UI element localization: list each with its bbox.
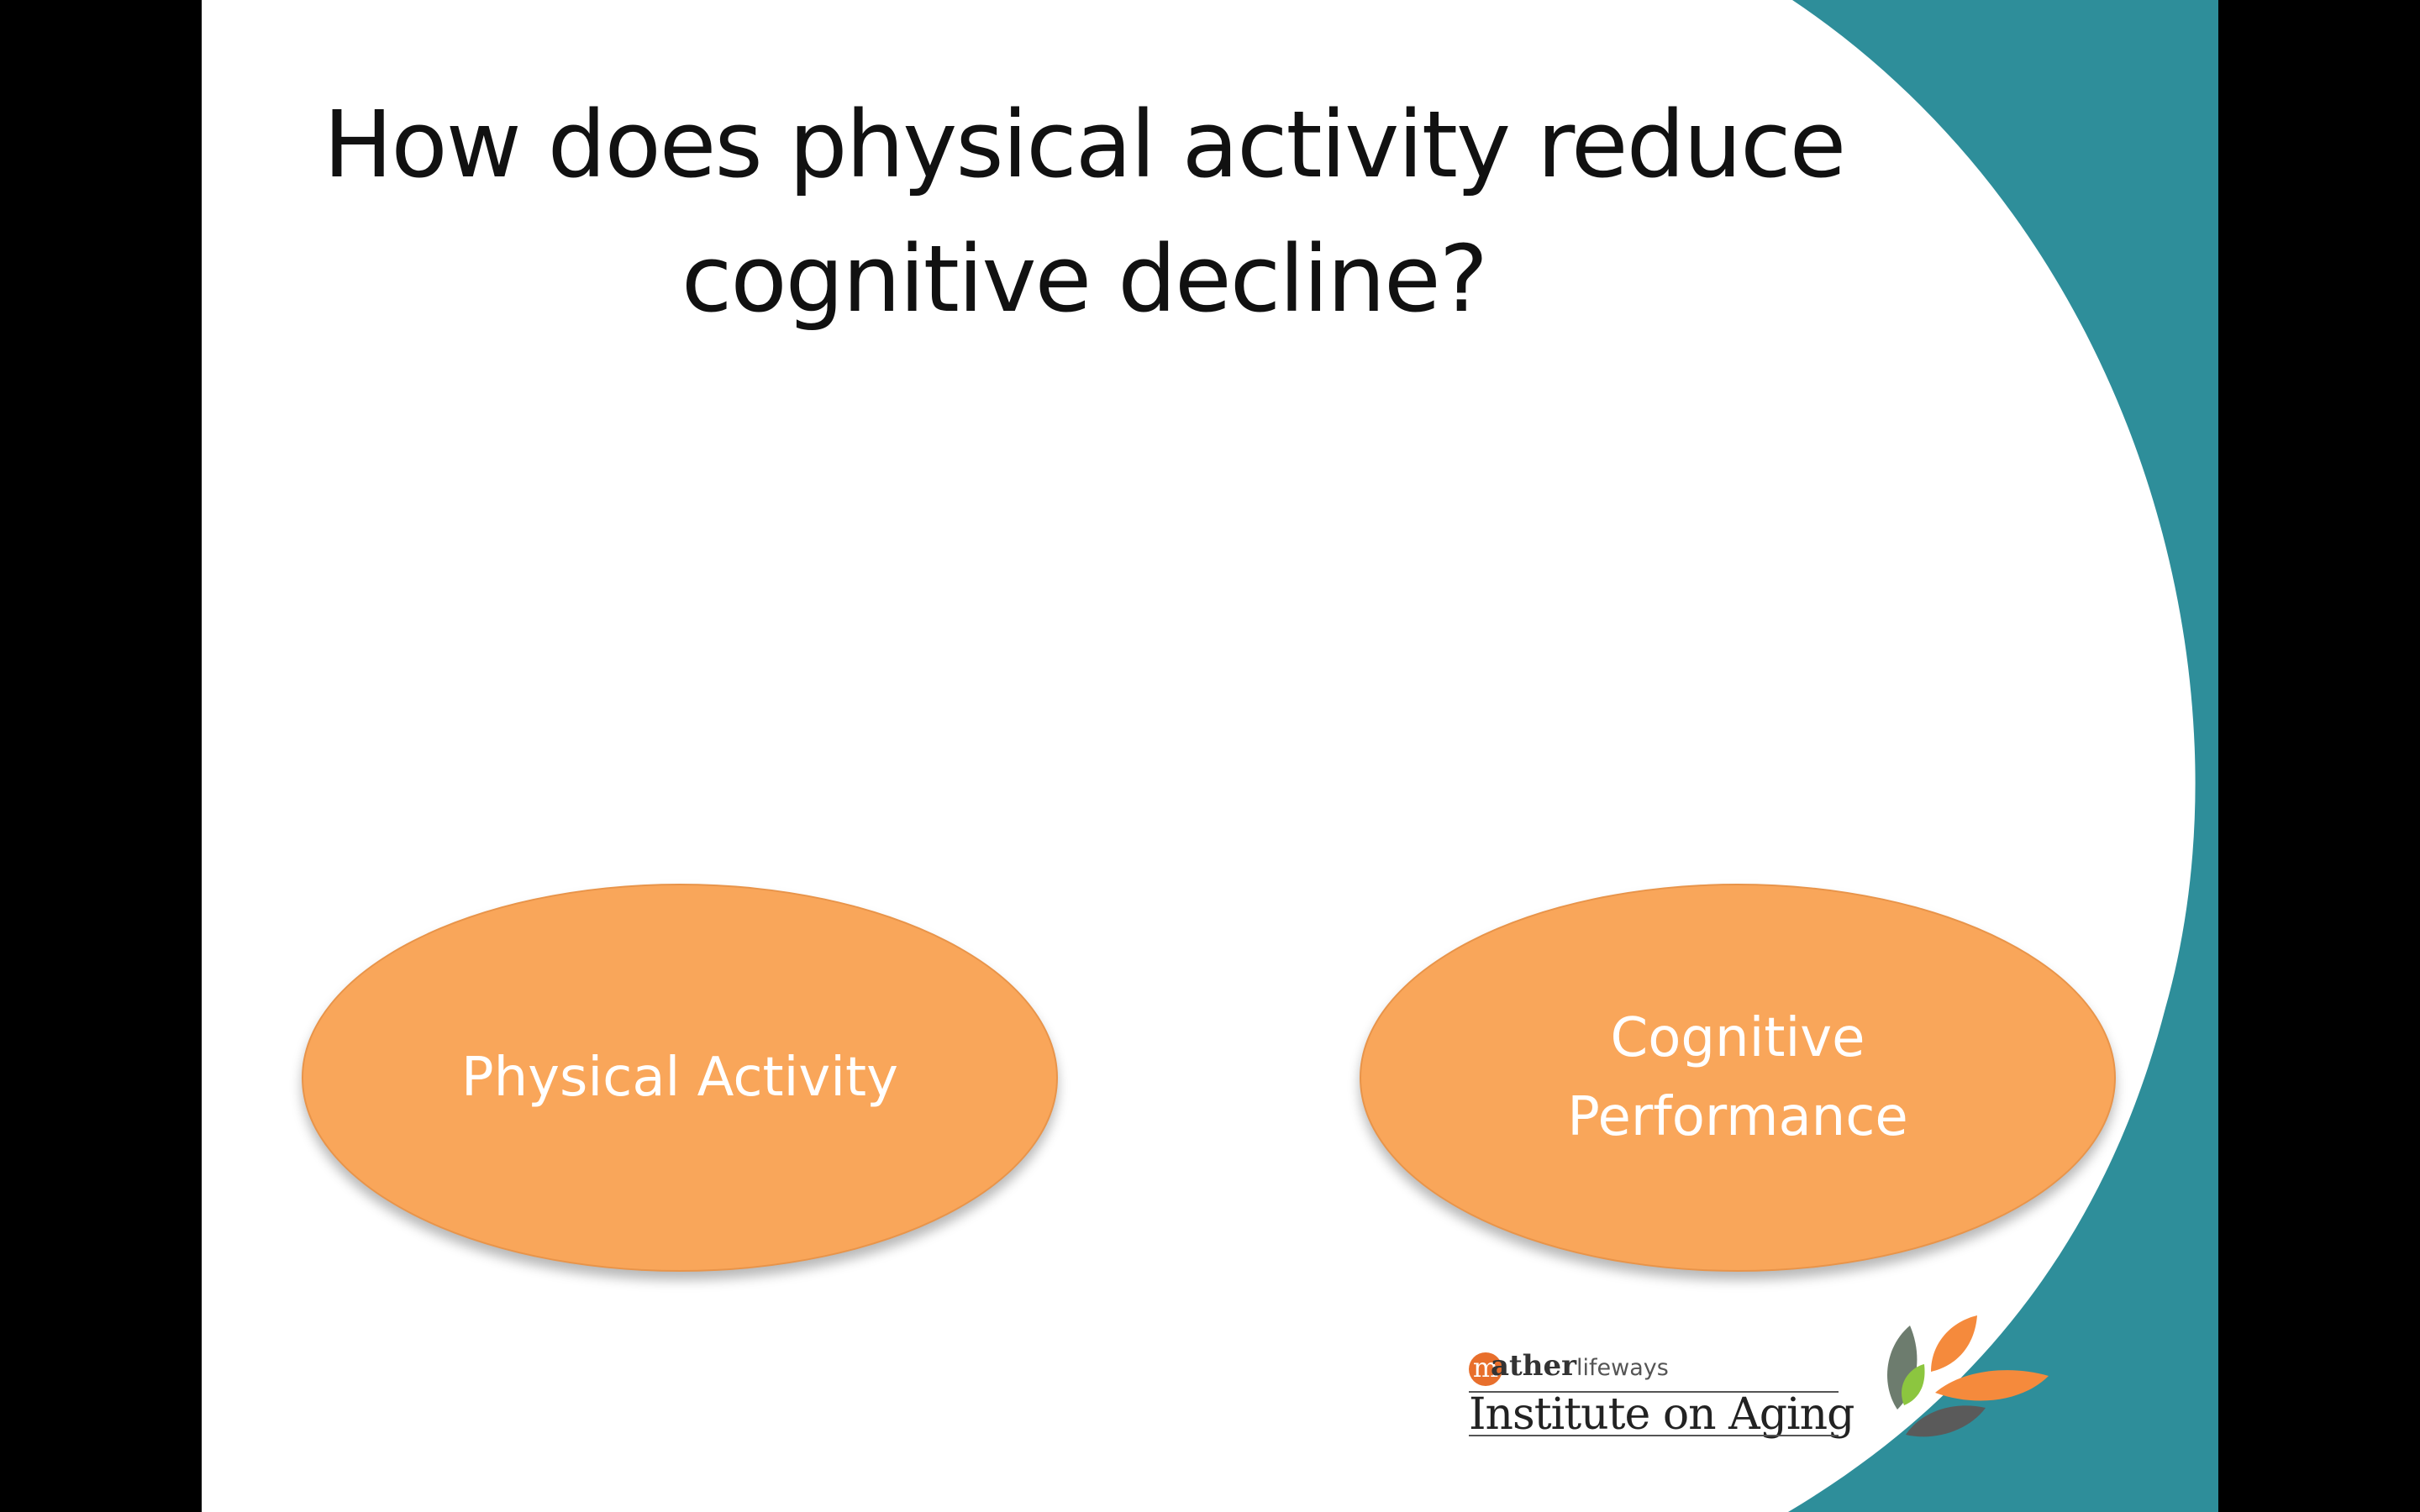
leaf-dark-icon <box>1906 1405 1986 1437</box>
mather-lifeways-logo: m atherlifeways Institute on Aging <box>1469 1315 2057 1463</box>
node-physical-activity: Physical Activity <box>302 884 1058 1272</box>
node-cognitive-performance-label: Cognitive Performance <box>1567 1007 1908 1148</box>
node-cognitive-performance: Cognitive Performance <box>1360 884 2116 1272</box>
logo-rule-bottom <box>1469 1435 1839 1436</box>
logo-brand: atherlifeways <box>1491 1349 1669 1383</box>
logo-wordmark: m atherlifeways Institute on Aging <box>1469 1320 1855 1446</box>
leaf-orange-top-icon <box>1931 1315 1977 1372</box>
leaf-orange-right-icon <box>1935 1370 2049 1401</box>
logo-rule-top <box>1469 1391 1839 1393</box>
teal-arc-decoration <box>1788 0 2218 1512</box>
logo-institute-name: Institute on Aging <box>1469 1389 1854 1440</box>
logo-brand-light: lifeways <box>1576 1355 1669 1381</box>
leaf-green-icon <box>1902 1364 1925 1405</box>
node-physical-activity-label: Physical Activity <box>460 1047 899 1109</box>
leaves-icon <box>1887 1315 2049 1437</box>
logo-initial: m <box>1469 1352 1502 1386</box>
logo-brand-bold: ather <box>1491 1349 1576 1383</box>
slide: How does physical activity reduce cognit… <box>202 0 2218 1512</box>
slide-title: How does physical activity reduce cognit… <box>323 91 1847 333</box>
